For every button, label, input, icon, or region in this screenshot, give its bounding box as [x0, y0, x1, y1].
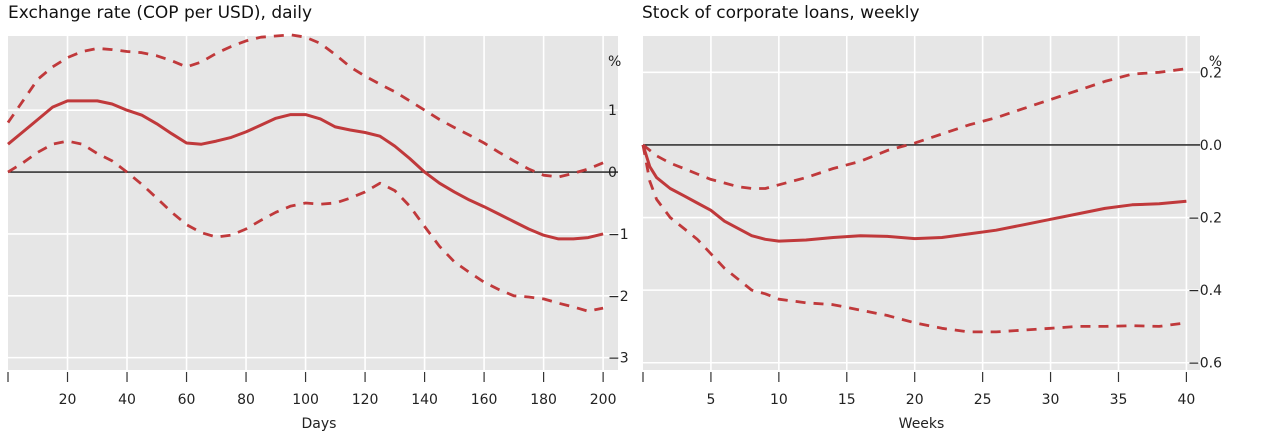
x-tick-label: 180 — [530, 392, 557, 408]
x-axis-title: Weeks — [899, 416, 945, 432]
y-tick-label: −0.6 — [1188, 356, 1222, 372]
x-tick-label: 40 — [1178, 392, 1196, 408]
series-line-estimate — [7, 99, 604, 241]
x-axis-title: Days — [302, 416, 337, 432]
y-tick-label: −3 — [608, 351, 629, 367]
x-tick-label: 60 — [178, 392, 196, 408]
y-tick-label: −0.4 — [1188, 283, 1222, 299]
x-tick-label: 80 — [237, 392, 255, 408]
chart-title-exchange-rate: Exchange rate (COP per USD), daily — [8, 3, 313, 23]
x-tick-label: 160 — [471, 392, 498, 408]
series-line-estimate — [641, 144, 1187, 243]
x-tick-label: 5 — [706, 392, 715, 408]
y-tick-label: 1 — [608, 103, 617, 119]
y-tick-label: 0 — [608, 165, 617, 181]
x-tick-label: 35 — [1110, 392, 1128, 408]
x-tick-label: 140 — [411, 392, 438, 408]
x-tick-label: 25 — [974, 392, 992, 408]
x-tick-label: 200 — [590, 392, 617, 408]
x-tick-label: 10 — [770, 392, 788, 408]
x-tick-label: 20 — [906, 392, 924, 408]
series-line-confidence-band — [641, 144, 1187, 334]
plot-area — [643, 36, 1200, 370]
x-tick-label: 40 — [118, 392, 136, 408]
chart-title-corporate-loans: Stock of corporate loans, weekly — [642, 3, 920, 23]
x-tick-label: 30 — [1042, 392, 1060, 408]
y-tick-label: −1 — [608, 227, 629, 243]
series-line-confidence-band — [642, 67, 1187, 190]
x-tick-label: 20 — [59, 392, 77, 408]
y-tick-label: −0.2 — [1188, 211, 1222, 227]
series-line-confidence-band — [6, 33, 604, 179]
y-tick-label: 0.2 — [1200, 65, 1222, 81]
x-tick-label: 15 — [838, 392, 856, 408]
y-tick-label: 0.0 — [1200, 138, 1222, 154]
y-unit-label: % — [1209, 54, 1222, 70]
y-unit-label: % — [608, 54, 621, 70]
chart-panel-corporate-loans: 5 10 15 20 25 30 35 40%0.2 0.0 −0.2 −0.4 −0.6 Weeks — [641, 36, 1222, 432]
y-tick-label: −2 — [608, 289, 629, 305]
x-tick-label: 100 — [292, 392, 319, 408]
series-line-confidence-band — [7, 139, 604, 313]
chart-panel-exchange-rate: 20 40 60 80 100 120 140 160 180 200% 1 0 −1 −2 −3 Days — [6, 33, 629, 432]
x-tick-label: 120 — [352, 392, 379, 408]
